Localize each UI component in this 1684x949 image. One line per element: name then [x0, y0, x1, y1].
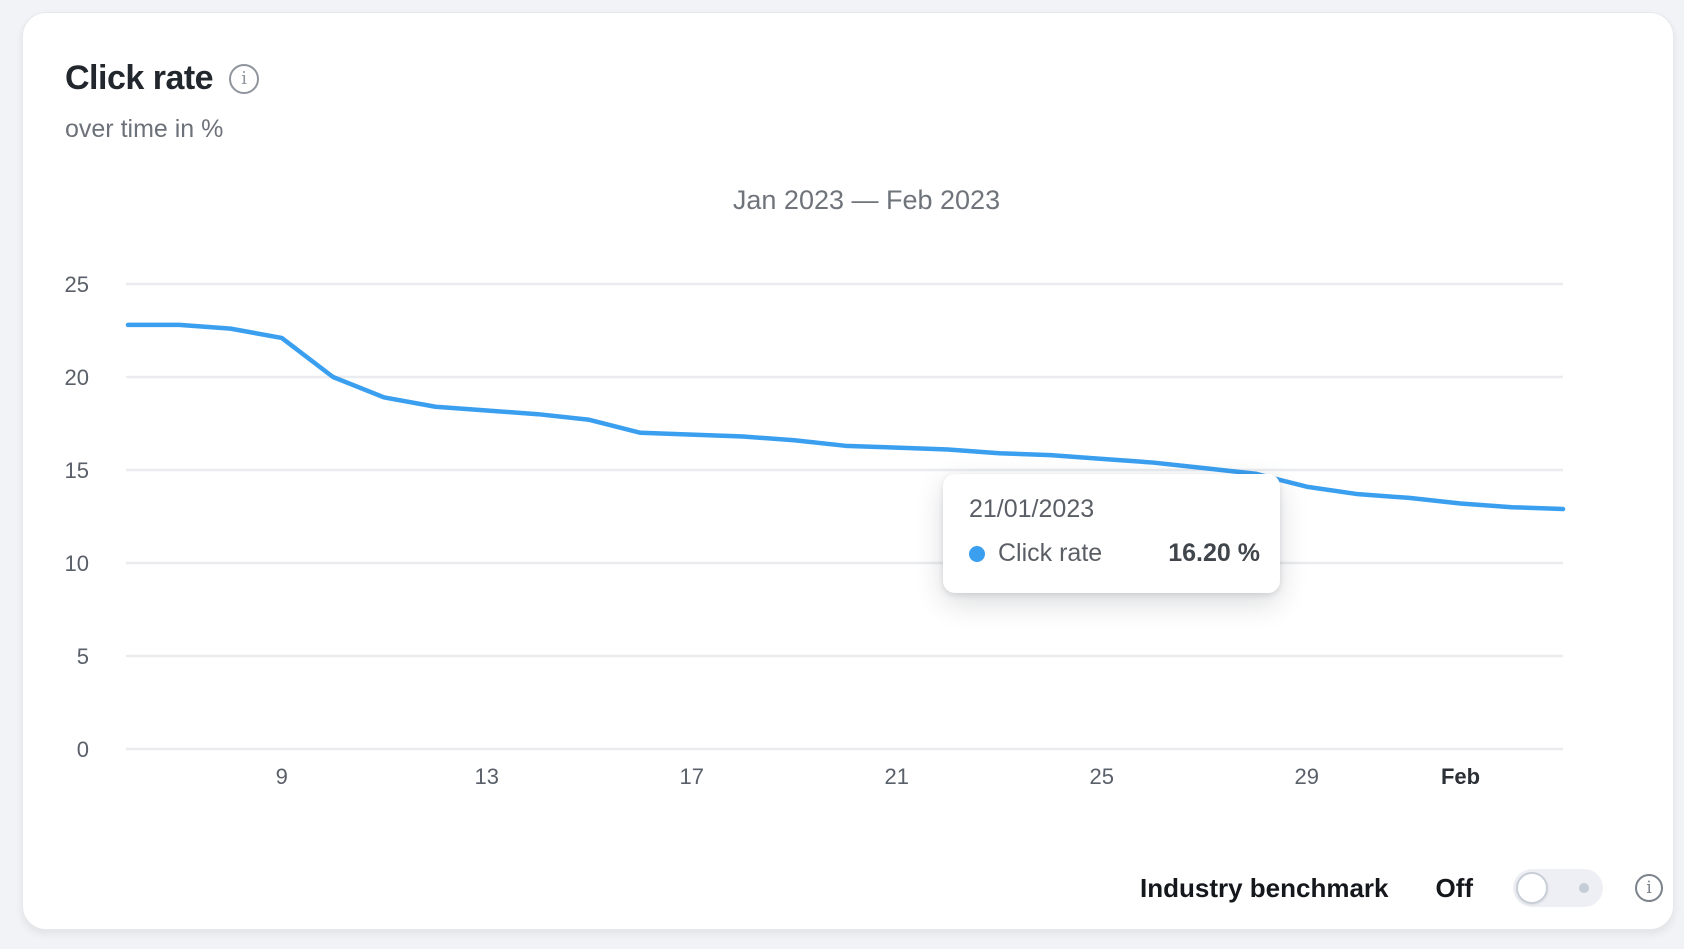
x-axis-label: Feb	[1441, 764, 1480, 789]
card-header: Click rate i	[65, 59, 260, 98]
y-axis-label: 10	[65, 551, 89, 576]
tooltip-row: Click rate 16.20 %	[969, 539, 1260, 568]
industry-benchmark-label: Industry benchmark	[1140, 872, 1389, 903]
page-title: Click rate	[65, 59, 214, 97]
benchmark-info-icon[interactable]: i	[1635, 874, 1664, 902]
x-axis-label: 21	[885, 764, 909, 789]
click-rate-info-icon[interactable]: i	[229, 63, 260, 94]
y-axis-label: 5	[77, 644, 89, 669]
benchmark-toggle-state: Off	[1435, 872, 1474, 903]
x-axis-label: 17	[680, 764, 704, 789]
info-glyph: i	[1646, 877, 1652, 898]
x-axis-label: 29	[1295, 764, 1319, 789]
x-axis-label: 25	[1090, 764, 1114, 789]
industry-benchmark-toggle[interactable]	[1513, 869, 1604, 907]
x-axis-label: 9	[276, 764, 288, 789]
y-axis-label: 20	[65, 365, 89, 390]
toggle-off-ring-icon	[1579, 883, 1590, 893]
y-axis-label: 25	[65, 272, 89, 297]
chart-tooltip: 21/01/2023 Click rate 16.20 %	[943, 474, 1280, 593]
click-rate-line[interactable]	[125, 322, 1566, 512]
series-dot-icon	[969, 545, 985, 562]
click-rate-card: Click rate i over time in % Jan 2023 — F…	[22, 12, 1674, 930]
tooltip-date: 21/01/2023	[969, 495, 1095, 523]
tooltip-value: 16.20 %	[1168, 539, 1260, 567]
y-axis-label: 15	[65, 458, 89, 483]
y-axis-label: 0	[77, 737, 89, 762]
chart-date-range-title: Jan 2023 — Feb 2023	[732, 185, 1001, 215]
chart-subtitle: over time in %	[65, 115, 224, 143]
info-glyph: i	[241, 67, 247, 89]
toggle-knob[interactable]	[1516, 872, 1549, 904]
benchmark-footer: Industry benchmark Off i	[1140, 867, 1664, 909]
x-axis-label: 13	[475, 764, 499, 789]
tooltip-series-label: Click rate	[998, 539, 1103, 567]
